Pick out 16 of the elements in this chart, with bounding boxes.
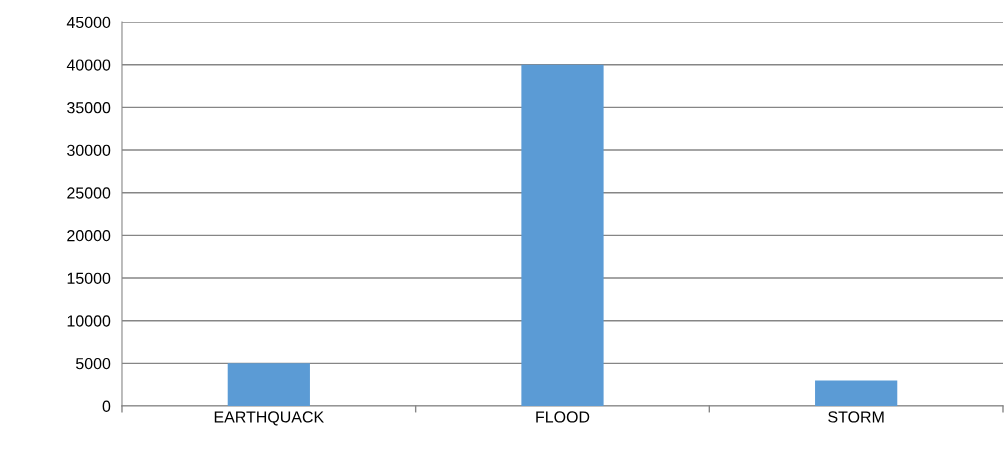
x-tick-label: FLOOD xyxy=(536,411,590,423)
y-tick-label: 15000 xyxy=(67,272,111,284)
bar xyxy=(815,380,898,406)
y-tick-label: 30000 xyxy=(67,144,111,157)
y-tick-label: 35000 xyxy=(67,102,111,114)
y-tick-label: 0 xyxy=(102,400,111,412)
x-tick-label: STORM xyxy=(828,411,884,423)
y-tick-label: 45000 xyxy=(66,16,111,29)
x-tick-label: EARTHQUACK xyxy=(214,411,324,426)
bar xyxy=(521,64,604,406)
y-tick-label: 20000 xyxy=(67,230,111,242)
y-tick-label: 25000 xyxy=(67,187,111,199)
bar xyxy=(227,363,310,406)
y-tick-label: 5000 xyxy=(75,357,111,370)
y-tick-label: 10000 xyxy=(67,315,111,327)
y-tick-label: 40000 xyxy=(66,59,111,71)
